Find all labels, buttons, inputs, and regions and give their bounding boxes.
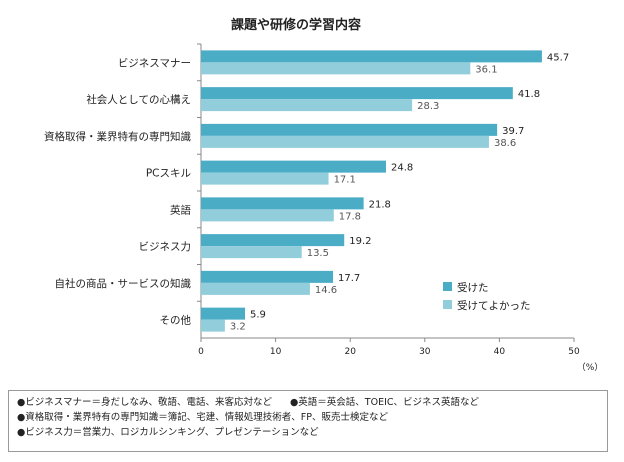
bar-received	[201, 234, 345, 247]
category-label: 資格取得・業界特有の専門知識	[44, 130, 191, 143]
category-label: ビジネスマナー	[118, 57, 191, 69]
legend-swatch	[443, 300, 452, 309]
bar-received	[201, 270, 334, 283]
data-label: 17.1	[334, 175, 356, 186]
bar-received	[201, 50, 542, 63]
data-label: 24.8	[391, 163, 413, 174]
x-tick-label: 50	[568, 347, 580, 357]
data-label: 17.8	[339, 211, 361, 222]
x-axis: 0 10 20 30 40 50	[198, 338, 580, 357]
x-tick-label: 0	[198, 347, 204, 357]
note-row: ●ビジネスマナー＝身だしなみ、敬語、電話、来客応対など ●英語＝英会話、TOEIC…	[17, 395, 599, 410]
note-item: ●ビジネス力＝営業力、ロジカルシンキング、プレゼンテーションなど	[17, 427, 319, 438]
data-label: 5.9	[250, 310, 266, 321]
data-label: 19.2	[349, 236, 371, 247]
bar-received	[201, 307, 246, 320]
category-label: 社会人としての心構え	[86, 93, 191, 106]
data-label: 45.7	[547, 52, 569, 63]
category-label: ビジネス力	[139, 240, 192, 253]
chart-title: 課題や研修の学習内容	[231, 17, 361, 33]
bar-chart: 課題や研修の学習内容 45.7 36.1 41.8 28.3 39.738.6 24.8 1…	[44, 17, 604, 373]
x-tick-label: 10	[270, 347, 282, 357]
data-label: 17.7	[338, 273, 360, 284]
note-item: ●ビジネスマナー＝身だしなみ、敬語、電話、来客応対など	[17, 397, 273, 408]
data-label: 13.5	[307, 248, 329, 259]
bar-useful	[201, 319, 225, 332]
category-label: その他	[160, 314, 192, 327]
data-label: 39.7	[502, 126, 524, 137]
data-label: 38.6	[494, 138, 516, 149]
data-label: 21.8	[369, 199, 391, 210]
x-axis-unit: （%）	[577, 362, 604, 373]
category-label: PCスキル	[146, 168, 191, 180]
bar-received	[201, 197, 364, 210]
x-tick-label: 30	[419, 347, 431, 357]
note-row: ●資格取得・業界特有の専門知識＝簿記、宅建、情報処理技術者、FP、販売士検定など	[17, 410, 599, 425]
x-tick-label: 20	[344, 347, 356, 357]
legend-label: 受けた	[457, 282, 489, 294]
bar-useful	[201, 282, 310, 295]
note-item: ●資格取得・業界特有の専門知識＝簿記、宅建、情報処理技術者、FP、販売士検定など	[17, 412, 388, 423]
data-label: 14.6	[315, 285, 337, 296]
notes-box: ●ビジネスマナー＝身だしなみ、敬語、電話、来客応対など ●英語＝英会話、TOEIC…	[8, 390, 608, 452]
bar-useful	[201, 209, 334, 222]
bar-received	[201, 87, 513, 100]
bar-received	[201, 160, 387, 173]
bar-useful	[201, 172, 329, 185]
bars: 45.7 36.1 41.8 28.3 39.738.6 24.8 17.1 21.8 17.8…	[201, 50, 569, 333]
legend-label: 受けてよかった	[457, 300, 531, 312]
category-label: 自社の商品・サービスの知識	[55, 277, 192, 290]
category-label: 英語	[170, 203, 191, 216]
bar-useful	[201, 62, 471, 75]
data-label: 41.8	[518, 89, 540, 100]
data-label: 28.3	[417, 101, 439, 112]
bar-useful	[201, 135, 489, 148]
data-label: 36.1	[475, 64, 497, 75]
x-tick-label: 40	[494, 347, 506, 357]
bar-received	[201, 123, 498, 136]
legend-swatch	[443, 282, 452, 291]
data-label: 3.2	[230, 322, 246, 333]
bar-useful	[201, 99, 413, 112]
bar-useful	[201, 246, 302, 259]
note-row: ●ビジネス力＝営業力、ロジカルシンキング、プレゼンテーションなど	[17, 425, 599, 440]
note-item: ●英語＝英会話、TOEIC、ビジネス英語など	[290, 397, 480, 408]
